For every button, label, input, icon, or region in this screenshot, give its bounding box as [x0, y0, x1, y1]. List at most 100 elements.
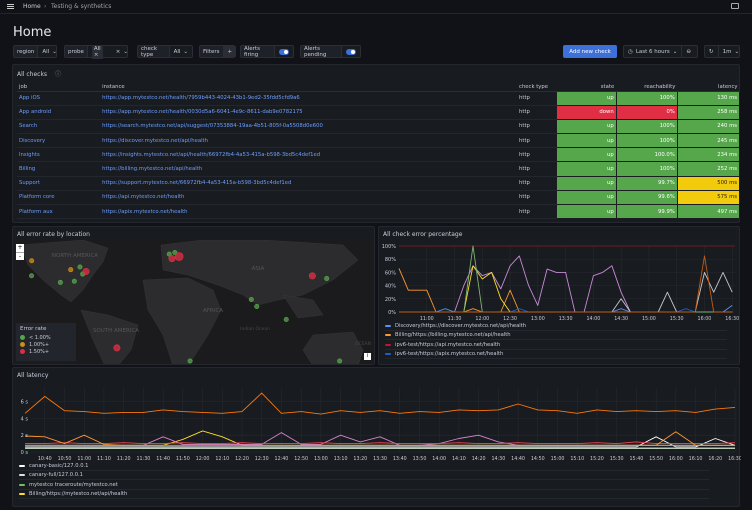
zoom-out-button[interactable]: -	[18, 253, 22, 260]
job-cell[interactable]: Discovery	[17, 133, 101, 149]
location-marker[interactable]	[113, 344, 121, 352]
check-type-filter[interactable]: check type All ⌄	[137, 45, 193, 58]
legend-item[interactable]: mytestco traceroute/mytestco.net	[19, 481, 709, 490]
add-filter-icon[interactable]: +	[223, 46, 237, 57]
x-tick-label: 12:10	[215, 456, 229, 462]
legend-item[interactable]: canary-full/127.0.0.1	[19, 471, 709, 481]
series-line[interactable]	[25, 436, 736, 448]
column-header-check-type[interactable]: check type	[517, 83, 557, 92]
breadcrumb-current[interactable]: Testing & synthetics	[51, 3, 112, 10]
legend-label: canary-basic/127.0.0.1	[29, 463, 89, 469]
location-marker[interactable]	[166, 251, 172, 257]
refresh-icon[interactable]: ↻	[705, 46, 719, 57]
zoom-out-icon[interactable]: ⊖	[686, 48, 691, 55]
job-cell[interactable]: Support	[17, 176, 101, 191]
legend-label: 1.00%+	[29, 341, 50, 348]
series-line[interactable]	[25, 441, 736, 445]
kiosk-mode-icon[interactable]	[731, 3, 739, 9]
location-marker[interactable]	[254, 303, 260, 309]
state-cell: up	[555, 118, 617, 135]
location-marker[interactable]	[82, 267, 90, 275]
chevron-down-icon: ⌄	[672, 48, 678, 55]
zoom-in-button[interactable]: +	[16, 244, 24, 253]
info-icon[interactable]: ⓘ	[54, 71, 61, 78]
clock-icon: ◷	[628, 48, 633, 55]
x-tick-label: 14:20	[472, 456, 486, 462]
column-header-instance[interactable]: instance	[100, 83, 518, 92]
series-line[interactable]	[399, 255, 733, 313]
location-marker[interactable]	[337, 358, 343, 364]
location-marker[interactable]	[187, 358, 193, 364]
top-bar: Home › Testing & synthetics	[0, 0, 752, 14]
location-marker[interactable]	[168, 255, 176, 263]
location-marker[interactable]	[174, 252, 184, 261]
legend-item[interactable]: ipv6-test/https://apix.mytestco.net/heal…	[385, 350, 727, 359]
location-marker[interactable]	[68, 267, 74, 273]
region-filter[interactable]: region All ⌄	[13, 45, 57, 58]
legend-label: 1.50%+	[29, 348, 50, 355]
location-marker[interactable]	[71, 278, 77, 284]
location-marker[interactable]	[308, 272, 316, 280]
legend-item[interactable]: canary-basic/127.0.0.1	[19, 462, 709, 471]
job-cell[interactable]: App android	[17, 105, 101, 120]
legend-item[interactable]: ipv6-test/https://api.mytestco.net/healt…	[385, 341, 727, 350]
series-line[interactable]	[25, 431, 735, 446]
location-marker[interactable]	[29, 273, 35, 279]
breadcrumb-home[interactable]: Home	[23, 3, 41, 10]
column-header-job[interactable]: job	[17, 83, 101, 92]
legend-item[interactable]: Billing/https://mytestco.net/api/health	[19, 490, 709, 499]
instance-link[interactable]: https://app.mytestco.net/health/0030d5a6…	[100, 105, 518, 120]
table-row: Discovery https://discover.mytestco.net/a…	[17, 133, 741, 149]
legend-dot-icon	[20, 335, 25, 340]
error-percentage-chart[interactable]: 0% 20% 40% 60% 80% 100% 11:00 11:30 12:00 12:30 13…	[379, 227, 741, 323]
location-marker[interactable]	[57, 279, 63, 285]
job-cell[interactable]: App iOS	[17, 91, 101, 106]
map-label: Indian Ocean	[240, 326, 270, 332]
job-cell[interactable]: Billing	[17, 161, 101, 177]
instance-link[interactable]: https://discover.mytestco.net/api/health	[100, 133, 518, 149]
x-tick-label: 11:30	[448, 316, 462, 322]
reachability-cell: 99.9%	[615, 203, 678, 220]
alerts-firing-toggle[interactable]	[278, 48, 289, 55]
column-header-reachability[interactable]: reachability	[616, 83, 678, 92]
menu-icon[interactable]	[7, 4, 14, 9]
refresh-picker[interactable]: ↻ 1m ⌄	[704, 45, 740, 58]
add-new-check-button[interactable]: Add new check	[563, 45, 617, 58]
instance-link[interactable]: https://search.mytestco.net/api/suggest/…	[100, 119, 518, 135]
column-header-state[interactable]: state	[556, 83, 617, 92]
instance-link[interactable]: https://api.mytestco.net/health	[100, 190, 518, 206]
job-cell[interactable]: Platform aux	[17, 204, 101, 220]
legend-item: 1.00%+	[20, 341, 72, 348]
alerts-pending-toggle[interactable]	[345, 48, 356, 55]
x-tick-label: 16:00	[698, 316, 712, 322]
x-tick-label: 11:20	[117, 456, 131, 462]
location-marker[interactable]	[172, 249, 178, 255]
job-cell[interactable]: Insights	[17, 147, 101, 163]
location-marker[interactable]	[324, 276, 330, 282]
location-marker[interactable]	[283, 317, 289, 323]
legend-label: < 1.00%	[29, 334, 51, 341]
filters-control[interactable]: Filters +	[199, 45, 237, 58]
location-marker[interactable]	[29, 258, 35, 264]
latency-chart[interactable]: 0 s 2 s 4 s 6 s 10:40 10:50 11:00 11:10 11:20 11:…	[13, 368, 741, 464]
location-marker[interactable]	[248, 297, 254, 303]
legend-item[interactable]: Billing/https://billing.mytestco.net/api…	[385, 331, 727, 341]
location-marker[interactable]	[77, 264, 83, 270]
remove-chip-icon[interactable]: ×	[93, 51, 99, 58]
probe-filter[interactable]: probe All × × ⌄	[64, 44, 128, 59]
column-header-latency[interactable]: latency	[677, 83, 740, 92]
time-range-picker[interactable]: ◷ Last 6 hours ⌄ ⊖	[623, 45, 698, 58]
latency-cell: 258 ms	[676, 104, 741, 120]
job-cell[interactable]: Platform core	[17, 190, 101, 206]
instance-link[interactable]: https://support.mytestco.net/66972fb4-4a…	[100, 176, 518, 191]
state-cell: down	[555, 104, 617, 120]
job-cell[interactable]: Search	[17, 119, 101, 135]
legend-item[interactable]: Discovery/https://discover.mytestco.net/…	[385, 322, 727, 331]
instance-link[interactable]: https://billing.mytestco.net/api/health	[100, 161, 518, 177]
clear-icon[interactable]: ×	[115, 48, 121, 55]
instance-link[interactable]: https://apix.mytestco.net/health	[100, 204, 518, 220]
instance-link[interactable]: https://insights.mytestco.net/api/health…	[100, 147, 518, 163]
attribution-info-icon[interactable]: i	[364, 353, 371, 360]
instance-link[interactable]: https://app.mytestco.net/health/7959b443…	[100, 91, 518, 106]
series-line[interactable]	[24, 392, 736, 415]
